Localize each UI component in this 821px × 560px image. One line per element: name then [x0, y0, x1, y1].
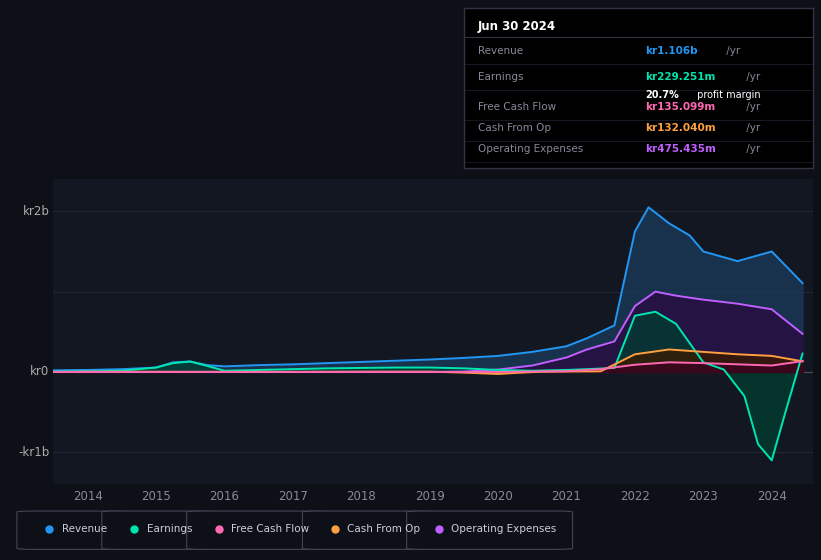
Text: /yr: /yr — [743, 123, 760, 133]
Text: Jun 30 2024: Jun 30 2024 — [478, 20, 556, 32]
Text: Operating Expenses: Operating Expenses — [478, 144, 583, 154]
Text: Cash From Op: Cash From Op — [347, 524, 420, 534]
Text: Earnings: Earnings — [478, 72, 523, 82]
Text: kr2b: kr2b — [23, 205, 49, 218]
Text: kr475.435m: kr475.435m — [645, 144, 716, 154]
Text: Operating Expenses: Operating Expenses — [452, 524, 557, 534]
Text: /yr: /yr — [743, 144, 760, 154]
Text: /yr: /yr — [723, 46, 741, 57]
FancyBboxPatch shape — [406, 511, 572, 549]
Text: 20.7%: 20.7% — [645, 90, 679, 100]
Text: Revenue: Revenue — [62, 524, 107, 534]
Text: kr1.106b: kr1.106b — [645, 46, 698, 57]
FancyBboxPatch shape — [102, 511, 213, 549]
Text: /yr: /yr — [743, 102, 760, 113]
Text: kr132.040m: kr132.040m — [645, 123, 716, 133]
Text: kr135.099m: kr135.099m — [645, 102, 716, 113]
Text: Revenue: Revenue — [478, 46, 523, 57]
FancyBboxPatch shape — [17, 511, 129, 549]
Text: Free Cash Flow: Free Cash Flow — [478, 102, 556, 113]
Text: kr0: kr0 — [30, 366, 49, 379]
Text: Cash From Op: Cash From Op — [478, 123, 551, 133]
Text: /yr: /yr — [743, 72, 760, 82]
Text: profit margin: profit margin — [695, 90, 761, 100]
Text: Earnings: Earnings — [147, 524, 192, 534]
FancyBboxPatch shape — [186, 511, 329, 549]
Text: -kr1b: -kr1b — [18, 446, 49, 459]
Text: Free Cash Flow: Free Cash Flow — [232, 524, 310, 534]
Text: kr229.251m: kr229.251m — [645, 72, 716, 82]
FancyBboxPatch shape — [302, 511, 433, 549]
